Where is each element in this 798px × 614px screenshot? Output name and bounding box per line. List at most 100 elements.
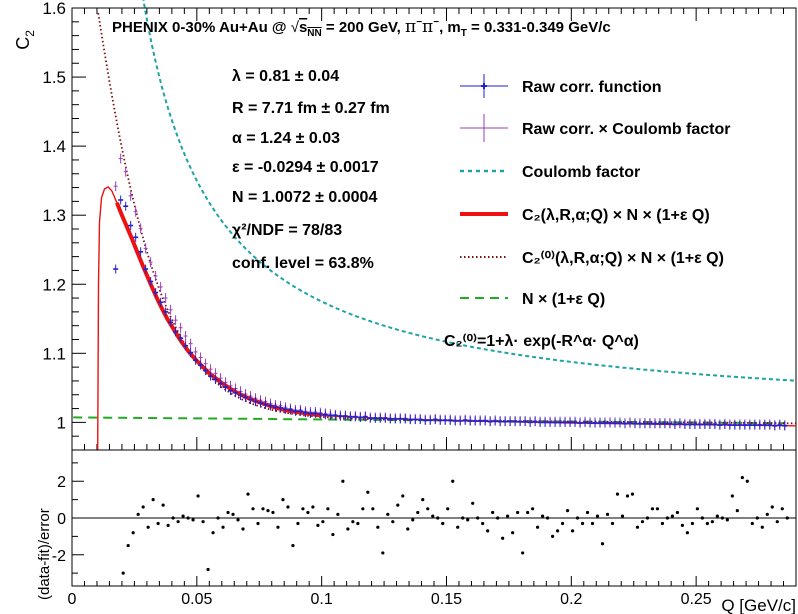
residual-point [590,521,595,526]
raw-data-point [647,419,653,429]
residual-point [620,514,625,518]
residual-point [575,516,580,520]
residual-point [526,510,530,515]
raw-data-point [602,418,608,428]
model-formula: C₂⁽⁰⁾=1+λ· exp(-R^α· Q^α) [444,333,639,350]
chart-title: PHENIX 0-30% Au+Au @ √sNN = 200 GeV, π−π… [112,17,611,39]
residual-point [331,532,335,537]
raw-data-point [692,419,698,429]
title-s: s [299,19,307,36]
raw-data-point [427,415,433,425]
title-sqrt-sym: √ [291,19,300,36]
raw-coulomb-point [168,304,173,315]
raw-data-point [173,327,179,337]
raw-data-point [208,371,214,381]
legend-raw-coulomb-marker [460,114,508,142]
residual-point [695,507,699,511]
residual-point [625,494,630,498]
raw-data-point [667,419,673,429]
residual-point [541,514,545,518]
raw-data-point [337,411,343,421]
residual-point [730,494,734,498]
raw-data-point [282,404,288,414]
residual-point [710,520,714,524]
raw-data-point [572,417,578,427]
residual-point [600,542,605,546]
legend: Raw corr. function Raw corr. × Coulomb f… [460,74,730,308]
raw-data-point [677,419,683,429]
raw-data-point [512,417,518,427]
residual-point [605,512,610,516]
raw-data-point [687,419,693,429]
raw-data-point [352,412,358,422]
raw-data-point [757,420,763,430]
raw-data-point [482,416,488,426]
raw-data-point [732,420,738,430]
residual-point [740,475,744,480]
raw-data-point [772,421,778,431]
title-prefix: PHENIX 0-30% Au+Au @ [112,19,291,36]
raw-data-point [612,418,618,428]
raw-data-point [632,419,638,429]
upper-y-label-main: C [13,37,33,50]
residual-point [610,521,615,526]
residual-point [760,525,764,529]
raw-data-point [243,393,249,403]
raw-data-point [392,414,398,424]
x-tick-label: 0.15 [431,591,462,608]
residual-point [655,507,660,511]
residual-point [466,518,470,522]
x-tick-label: 0.2 [560,591,582,608]
residual-point [501,536,505,540]
raw-data-point [362,412,368,422]
upper-y-axis-label: C2 [13,30,37,50]
raw-data-point [627,418,633,428]
residual-point [640,520,645,524]
residual-point [136,512,140,516]
lower-y-tick-label: 0 [57,511,66,528]
raw-coulomb-point [163,293,168,304]
raw-data-point [767,420,773,430]
residual-point [166,523,170,527]
raw-data-point [442,415,448,425]
raw-data-point [128,221,134,231]
residual-point [231,512,235,516]
raw-data-point [762,420,768,430]
raw-data-point [357,413,363,423]
raw-data-point [133,232,139,242]
residual-point [266,509,270,513]
raw-coulomb-point [148,257,153,268]
raw-coulomb-point [133,206,138,217]
lower-y-tick-label: 2 [57,474,66,491]
residual-point [281,498,285,502]
fit-lambda: λ = 0.81 ± 0.04 [232,68,339,85]
residual-point [121,571,125,575]
raw-data-point [218,379,224,389]
residual-point [421,498,425,502]
residual-point [476,516,480,520]
legend-raw-coulomb-label: Raw corr. × Coulomb factor [522,121,730,138]
residual-point [531,507,535,511]
residual-point [785,516,789,520]
lower-axis-ticks: 0 0.05 0.1 0.15 0.2 0.25 -2 0 2 [52,462,797,608]
raw-data-point [457,416,463,426]
residual-point [496,516,500,520]
raw-data-point [547,417,553,427]
raw-data-point [193,355,199,365]
upper-y-tick-label: 1.6 [42,0,66,18]
raw-coulomb-point [143,243,148,254]
residual-point [461,516,465,520]
raw-data-point [652,419,658,429]
residual-point [715,514,719,518]
residual-point [516,510,520,515]
raw-data-point [123,201,129,211]
residual-point [615,492,620,496]
residual-point [580,521,585,526]
lower-y-axis-label: (data-fit)/error [36,508,53,600]
raw-data-point [228,386,234,396]
raw-data-point [417,415,423,425]
residual-point [306,510,310,515]
raw-data-point [702,419,708,429]
residual-point [326,507,330,511]
raw-data-point [517,417,523,427]
